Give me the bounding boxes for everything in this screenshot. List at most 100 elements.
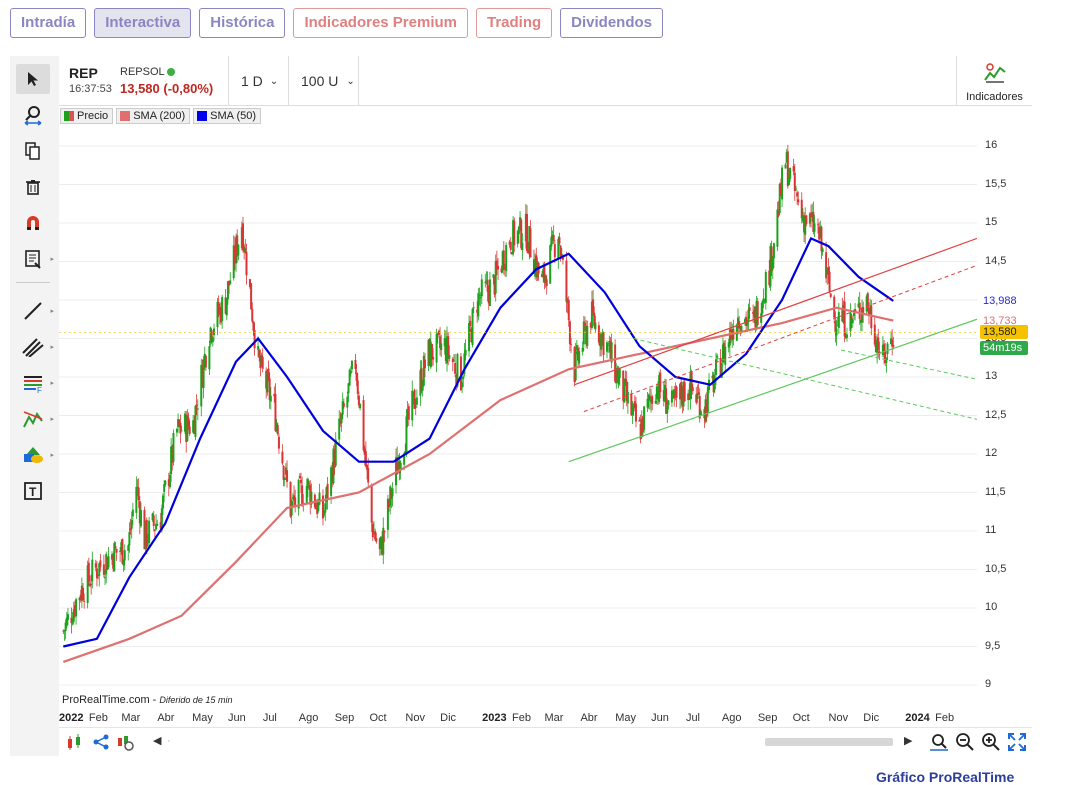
candle-body bbox=[298, 476, 301, 479]
pattern-tool-icon[interactable]: ▸ bbox=[16, 404, 54, 434]
legend-item-precio[interactable]: Precio bbox=[60, 108, 114, 124]
interval-dropdown[interactable]: 1 D ⌄ bbox=[228, 56, 288, 106]
candle-body bbox=[359, 403, 362, 409]
candle-body bbox=[667, 400, 670, 406]
candle-body bbox=[699, 411, 702, 416]
candle-body bbox=[209, 327, 212, 343]
candle-body bbox=[689, 373, 692, 399]
candle-body bbox=[332, 448, 335, 484]
candle-body bbox=[185, 414, 188, 443]
trash-icon[interactable] bbox=[16, 172, 50, 202]
tab-historica[interactable]: Histórica bbox=[199, 8, 286, 38]
candle-body bbox=[877, 337, 880, 351]
candle-body bbox=[697, 392, 700, 395]
candle-body bbox=[282, 466, 285, 480]
candle-body bbox=[468, 322, 471, 352]
legend-item-sma50[interactable]: SMA (50) bbox=[193, 108, 262, 124]
candle-body bbox=[372, 531, 375, 535]
chart-settings-icon[interactable] bbox=[115, 732, 135, 752]
candle-body bbox=[551, 234, 554, 241]
candle-body bbox=[440, 343, 443, 351]
candle-body bbox=[277, 436, 280, 449]
candle-body bbox=[543, 265, 546, 282]
tab-interactiva[interactable]: Interactiva bbox=[94, 8, 192, 38]
candle-body bbox=[609, 341, 612, 359]
candle-body bbox=[437, 330, 440, 335]
candle-body bbox=[240, 227, 243, 249]
candle-body bbox=[565, 260, 568, 302]
channel-tool-icon[interactable]: ▸ bbox=[16, 332, 54, 362]
share-icon[interactable] bbox=[91, 732, 111, 752]
candle-body bbox=[614, 344, 617, 382]
candle-body bbox=[582, 321, 585, 345]
zoom-fit-icon[interactable] bbox=[929, 732, 949, 752]
fibonacci-tool-icon[interactable]: F ▸ bbox=[24, 376, 54, 393]
tab-intradia[interactable]: Intradía bbox=[10, 8, 87, 38]
pointer-tool-icon[interactable] bbox=[16, 64, 50, 94]
magnet-icon[interactable] bbox=[16, 208, 50, 238]
candle-body bbox=[204, 355, 207, 368]
candle-body bbox=[146, 540, 149, 544]
units-dropdown[interactable]: 100 U ⌄ bbox=[288, 56, 358, 106]
time-axis[interactable]: 2022 Feb Mar Abr May Jun Jul Ago Sep Oct Nov Dic 202… bbox=[59, 709, 1032, 727]
trendline-tool-icon[interactable]: ▸ bbox=[16, 296, 54, 326]
price-chart[interactable]: Precio SMA (200) SMA (50) ProRealTime.co… bbox=[59, 106, 977, 709]
candle-body bbox=[398, 461, 401, 474]
candle-body bbox=[148, 520, 151, 543]
price-axis[interactable]: 1615,51514,51413,51312,51211,51110,5109,… bbox=[977, 106, 1032, 709]
tab-trading[interactable]: Trading bbox=[476, 8, 553, 38]
prorealtime-link[interactable]: Gráfico ProRealTime bbox=[876, 769, 1015, 785]
price-chart-svg[interactable] bbox=[59, 106, 977, 709]
candle-body bbox=[224, 297, 227, 314]
candle-body bbox=[503, 267, 506, 269]
zoom-in-icon[interactable] bbox=[981, 732, 1001, 752]
candle-body bbox=[553, 244, 556, 258]
fullscreen-icon[interactable] bbox=[1007, 732, 1027, 752]
candle-body bbox=[778, 183, 781, 214]
zoom-tool-icon[interactable] bbox=[16, 100, 50, 130]
candle-body bbox=[330, 467, 333, 496]
candle-body bbox=[130, 520, 133, 529]
candle-body bbox=[479, 297, 482, 299]
candle-body bbox=[593, 312, 596, 327]
candle-body bbox=[274, 393, 277, 431]
candle-body bbox=[70, 617, 73, 624]
tab-dividendos[interactable]: Dividendos bbox=[560, 8, 664, 38]
candle-body bbox=[267, 368, 270, 380]
candle-body bbox=[153, 529, 156, 531]
candle-body bbox=[800, 199, 803, 219]
tab-indicadores-premium[interactable]: Indicadores Premium bbox=[293, 8, 468, 38]
candle-body bbox=[527, 248, 530, 254]
candle-body bbox=[71, 622, 74, 624]
zoom-out-icon[interactable] bbox=[955, 732, 975, 752]
candle-body bbox=[781, 167, 784, 200]
candle-body bbox=[883, 344, 886, 355]
candle-body bbox=[111, 554, 114, 560]
candle-body bbox=[229, 280, 232, 284]
scroll-left-arrow[interactable]: ◀ bbox=[153, 735, 162, 747]
legend-item-sma200[interactable]: SMA (200) bbox=[116, 108, 191, 124]
candle-body bbox=[485, 280, 488, 282]
svg-text:T: T bbox=[29, 485, 37, 499]
time-scrollbar[interactable] bbox=[765, 738, 893, 746]
shapes-tool-icon[interactable]: ▸ bbox=[16, 440, 54, 470]
candle-body bbox=[632, 404, 635, 409]
chevron-down-icon: ⌄ bbox=[346, 75, 355, 87]
candle-body bbox=[162, 495, 165, 509]
chart-style-icon[interactable] bbox=[65, 732, 85, 752]
candle-body bbox=[94, 563, 97, 568]
scroll-right-arrow[interactable]: ▶ bbox=[904, 735, 913, 747]
notes-icon[interactable]: ▸ bbox=[16, 244, 54, 274]
candle-body bbox=[777, 211, 780, 216]
indicators-icon bbox=[983, 63, 1006, 83]
copy-tool-icon[interactable] bbox=[16, 136, 50, 166]
candle-body bbox=[187, 417, 190, 427]
candle-body bbox=[164, 480, 167, 485]
candle-body bbox=[583, 322, 586, 326]
candle-body bbox=[885, 357, 888, 363]
candle-body bbox=[184, 413, 187, 432]
indicators-button[interactable]: Indicadores bbox=[956, 56, 1032, 106]
x-tick-label: Abr bbox=[580, 712, 598, 724]
text-tool-icon[interactable]: T bbox=[16, 476, 50, 506]
candle-body bbox=[415, 397, 418, 405]
